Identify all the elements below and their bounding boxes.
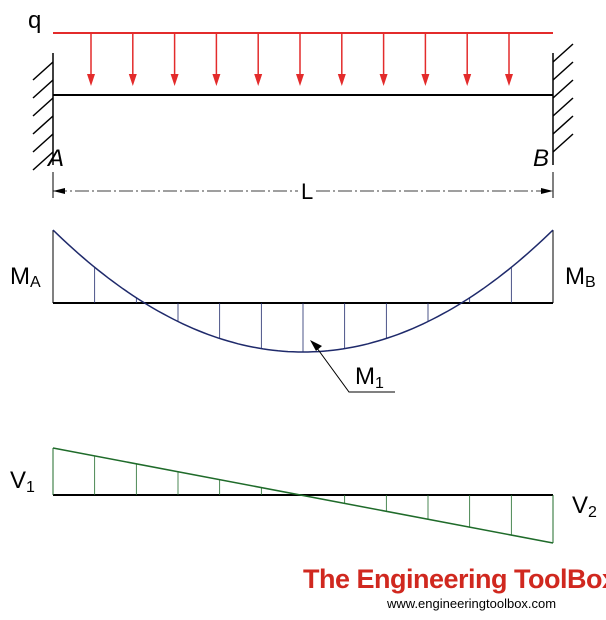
shear-ordinates	[94, 455, 512, 536]
brand-title: The Engineering ToolBox	[303, 564, 606, 594]
load-arrow-head	[87, 74, 95, 86]
load-label: q	[28, 7, 41, 34]
span-label: L	[301, 179, 313, 204]
shear-diagram: V1 V2	[10, 447, 597, 544]
load-arrow-head	[505, 74, 513, 86]
moment-leader	[313, 343, 395, 393]
load-arrow-head	[379, 74, 388, 86]
moment-diagram: MA MB M1	[10, 229, 596, 393]
hatch-line	[552, 133, 574, 153]
support-label-a: A	[46, 145, 64, 172]
left-wall-support	[32, 53, 54, 171]
hatch-line	[552, 97, 574, 117]
load-arrow-head	[128, 74, 137, 86]
shear-line	[52, 447, 554, 544]
moment-label-mid: M1	[355, 363, 384, 392]
hatch-line	[552, 61, 574, 81]
load-arrow-head	[296, 74, 304, 86]
moment-ordinates	[94, 267, 512, 352]
hatch-line	[32, 97, 54, 117]
hatch-line	[552, 43, 574, 63]
branding: The Engineering ToolBox www.engineeringt…	[303, 564, 606, 611]
shear-label-2: V2	[572, 492, 597, 521]
support-label-b: B	[533, 145, 549, 172]
load-arrows	[87, 33, 513, 86]
hatch-line	[32, 115, 54, 135]
load-arrow-head	[212, 74, 221, 86]
right-wall-support	[552, 43, 574, 165]
distributed-load	[53, 32, 553, 86]
hatch-line	[32, 61, 54, 81]
brand-url: www.engineeringtoolbox.com	[386, 596, 556, 611]
hatch-line	[32, 133, 54, 153]
shear-label-1: V1	[10, 467, 35, 496]
load-arrow-head	[421, 74, 430, 86]
load-arrow-head	[463, 74, 472, 86]
hatch-line	[552, 115, 574, 135]
load-arrow-head	[337, 74, 346, 86]
load-arrow-head	[170, 74, 179, 86]
hatch-line	[32, 79, 54, 99]
moment-label-b: MB	[565, 263, 596, 291]
hatch-line	[32, 151, 54, 171]
load-arrow-head	[254, 74, 263, 86]
hatch-line	[552, 79, 574, 99]
moment-curve	[52, 229, 554, 353]
span-dimension: L	[52, 172, 554, 204]
moment-label-a: MA	[10, 263, 41, 291]
